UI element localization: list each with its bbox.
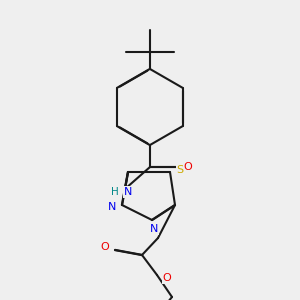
Text: N: N: [108, 202, 116, 212]
Text: H: H: [111, 187, 119, 197]
Text: S: S: [176, 165, 184, 175]
Text: O: O: [163, 273, 171, 283]
Text: O: O: [100, 242, 109, 252]
Text: O: O: [184, 162, 192, 172]
Text: N: N: [124, 187, 132, 197]
Text: N: N: [150, 224, 158, 234]
